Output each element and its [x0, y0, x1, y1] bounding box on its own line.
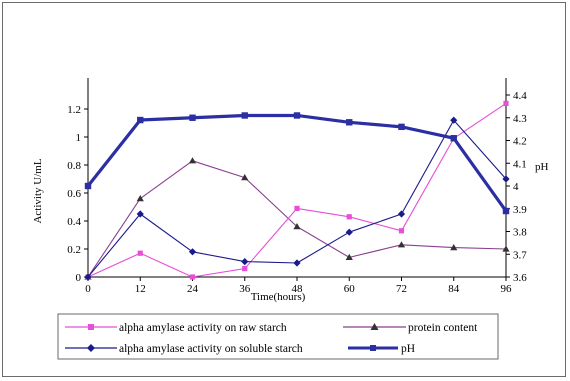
- data-point: [189, 274, 196, 280]
- series-layer: [84, 100, 510, 281]
- data-point: [345, 253, 353, 260]
- data-point: [503, 100, 509, 106]
- data-point: [450, 116, 458, 124]
- legend-label: alpha amylase activity on raw starch: [119, 322, 287, 334]
- data-point: [137, 250, 143, 256]
- axes: 0 0.2 0.4 0.6 0.8 1 1.2 3.6 3.7 3.8 3.9 4 4.1 4.2 4.3 4…: [67, 78, 527, 295]
- data-point: [346, 214, 352, 220]
- legend: alpha amylase activity on raw starch prot…: [57, 313, 499, 360]
- y2-tick-label: 4: [513, 181, 519, 193]
- series-line: [86, 113, 508, 212]
- x-tick-label: 24: [187, 283, 199, 295]
- data-point: [137, 116, 144, 124]
- data-point: [293, 112, 301, 119]
- x-tick-label: 0: [85, 283, 91, 295]
- x-tick-label: 72: [396, 283, 407, 295]
- data-point: [502, 207, 510, 215]
- data-point: [241, 258, 249, 266]
- legend-swatch-marker: [87, 344, 95, 352]
- x-tick-label: 48: [292, 283, 304, 295]
- data-point: [450, 244, 458, 251]
- data-point: [450, 135, 457, 142]
- y2-tick-label: 3.8: [513, 227, 527, 239]
- series-line: [87, 102, 507, 278]
- data-point: [84, 182, 92, 190]
- y2-tick-label: 3.7: [513, 249, 527, 261]
- y2-tick-label: 4.4: [513, 90, 527, 102]
- series-3: [84, 112, 510, 215]
- legend-entry: alpha amylase activity on raw starch: [65, 322, 287, 334]
- x-tick-label: 12: [135, 283, 146, 295]
- series-line: [87, 119, 507, 278]
- x-tick-label: 36: [239, 283, 251, 295]
- y-tick-label: 1: [76, 132, 82, 144]
- legend-label: alpha amylase activity on soluble starch: [119, 343, 303, 355]
- data-point: [241, 112, 248, 119]
- legend-entry: pH: [348, 343, 415, 355]
- data-point: [502, 245, 510, 252]
- legend-entry: alpha amylase activity on soluble starch: [65, 343, 303, 355]
- data-point: [242, 266, 248, 272]
- y2-tick-label: 3.6: [513, 272, 527, 284]
- legend-swatch-marker: [370, 345, 376, 351]
- y-axis-title: Activity U/mL: [32, 158, 44, 223]
- y2-tick-label: 4.2: [513, 136, 527, 148]
- data-point: [398, 123, 405, 131]
- data-point: [136, 210, 144, 218]
- legend-entry: protein content: [343, 322, 478, 334]
- data-point: [294, 205, 300, 211]
- data-point: [293, 223, 301, 230]
- y-tick-label: 0: [76, 272, 82, 284]
- x-tick-label: 60: [344, 283, 356, 295]
- legend-label: pH: [401, 343, 415, 355]
- y-tick-label: 0.4: [67, 216, 81, 228]
- data-point: [397, 241, 406, 248]
- series-0: [85, 100, 509, 280]
- data-point: [189, 114, 196, 121]
- series-1: [84, 157, 510, 280]
- data-point: [188, 248, 197, 256]
- y2-axis-title: pH: [535, 161, 549, 173]
- chart-svg: 0 0.2 0.4 0.6 0.8 1 1.2 3.6 3.7 3.8 3.9 4 4.1 4.2 4.3 4…: [32, 78, 549, 360]
- y2-tick-label: 4.3: [513, 113, 527, 125]
- legend-swatch-marker: [370, 323, 379, 330]
- data-point: [241, 174, 249, 181]
- y-tick-label: 0.8: [67, 160, 81, 172]
- data-point: [293, 259, 301, 267]
- data-point: [136, 195, 144, 202]
- y2-tick-label: 4.1: [513, 158, 527, 170]
- series-2: [84, 116, 510, 281]
- data-point: [346, 119, 353, 126]
- chart-frame: 0 0.2 0.4 0.6 0.8 1 1.2 3.6 3.7 3.8 3.9 4 4.1 4.2 4.3 4…: [2, 2, 566, 377]
- x-tick-label: 96: [501, 283, 513, 295]
- y-tick-label: 0.6: [67, 188, 81, 200]
- legend-swatch-marker: [88, 324, 94, 330]
- legend-box: [57, 313, 499, 360]
- data-point: [397, 210, 406, 218]
- data-point: [398, 228, 405, 234]
- y-tick-label: 0.2: [67, 244, 81, 256]
- data-point: [345, 228, 353, 236]
- data-point: [502, 175, 510, 183]
- y-tick-label: 1.2: [67, 104, 81, 116]
- x-tick-label: 84: [448, 283, 460, 295]
- x-axis-title: Time(hours): [251, 291, 306, 303]
- data-point: [188, 157, 197, 164]
- data-point: [84, 273, 92, 281]
- y2-tick-label: 3.9: [513, 204, 527, 216]
- legend-label: protein content: [408, 322, 478, 334]
